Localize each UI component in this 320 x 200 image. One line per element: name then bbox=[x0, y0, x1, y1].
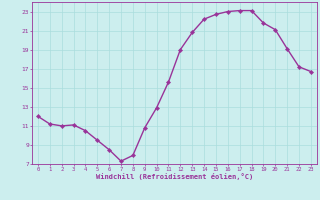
X-axis label: Windchill (Refroidissement éolien,°C): Windchill (Refroidissement éolien,°C) bbox=[96, 173, 253, 180]
